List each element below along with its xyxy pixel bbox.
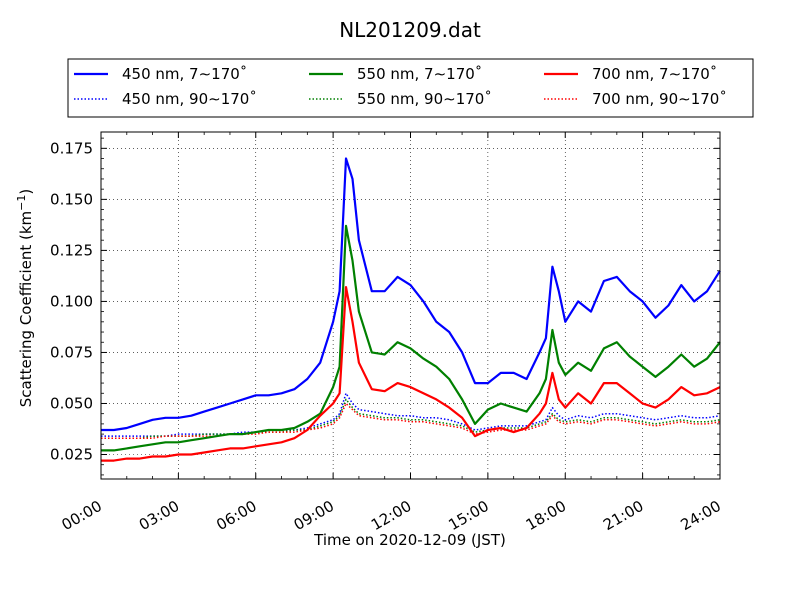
y-axis-label-exponent: −1 bbox=[15, 195, 28, 211]
legend: 450 nm, 7∼170˚ 450 nm, 90∼170˚ 550 nm, 7∼1… bbox=[67, 58, 754, 118]
y-tick-label: 0.025 bbox=[50, 446, 93, 464]
chart-title: NL201209.dat bbox=[339, 18, 481, 42]
y-tick-label: 0.175 bbox=[50, 139, 93, 157]
legend-label: 450 nm, 7∼170˚ bbox=[122, 65, 247, 83]
series-line-4 bbox=[101, 286, 721, 462]
legend-entry: 700 nm, 7∼170˚ bbox=[544, 65, 717, 83]
legend-label: 550 nm, 7∼170˚ bbox=[357, 65, 482, 83]
legend-box bbox=[67, 58, 754, 118]
plot-background bbox=[101, 132, 720, 479]
plot-area: 00:00 03:00 06:00 09:00 12:00 15:00 18:00 21:00… bbox=[50, 131, 724, 534]
legend-label: 700 nm, 7∼170˚ bbox=[592, 65, 717, 83]
series-line-5 bbox=[101, 402, 721, 439]
y-axis-label-main: Scattering Coefficient (km bbox=[17, 211, 35, 407]
y-axis-label: Scattering Coefficient (km−1) bbox=[15, 189, 35, 408]
legend-label: 550 nm, 90∼170˚ bbox=[357, 90, 492, 108]
y-tick-label: 0.125 bbox=[50, 241, 93, 259]
series-line-0 bbox=[101, 157, 721, 432]
y-tick-label: 0.150 bbox=[50, 190, 93, 208]
y-axis-label-end: ) bbox=[17, 189, 35, 195]
series-line-2 bbox=[101, 224, 721, 452]
legend-label: 700 nm, 90∼170˚ bbox=[592, 90, 727, 108]
legend-entry: 450 nm, 90∼170˚ bbox=[74, 90, 257, 108]
y-tick-label: 0.100 bbox=[50, 292, 93, 310]
legend-entry: 700 nm, 90∼170˚ bbox=[544, 90, 727, 108]
legend-entry: 550 nm, 7∼170˚ bbox=[309, 65, 482, 83]
series-line-1 bbox=[101, 392, 721, 437]
x-axis-label: Time on 2020-12-09 (JST) bbox=[313, 531, 506, 549]
y-tick-label: 0.075 bbox=[50, 343, 93, 361]
legend-label: 450 nm, 90∼170˚ bbox=[122, 90, 257, 108]
y-tick-label: 0.050 bbox=[50, 394, 93, 412]
series-line-3 bbox=[101, 398, 721, 439]
series-lines bbox=[101, 157, 721, 462]
legend-entry: 550 nm, 90∼170˚ bbox=[309, 90, 492, 108]
legend-entry: 450 nm, 7∼170˚ bbox=[74, 65, 247, 83]
